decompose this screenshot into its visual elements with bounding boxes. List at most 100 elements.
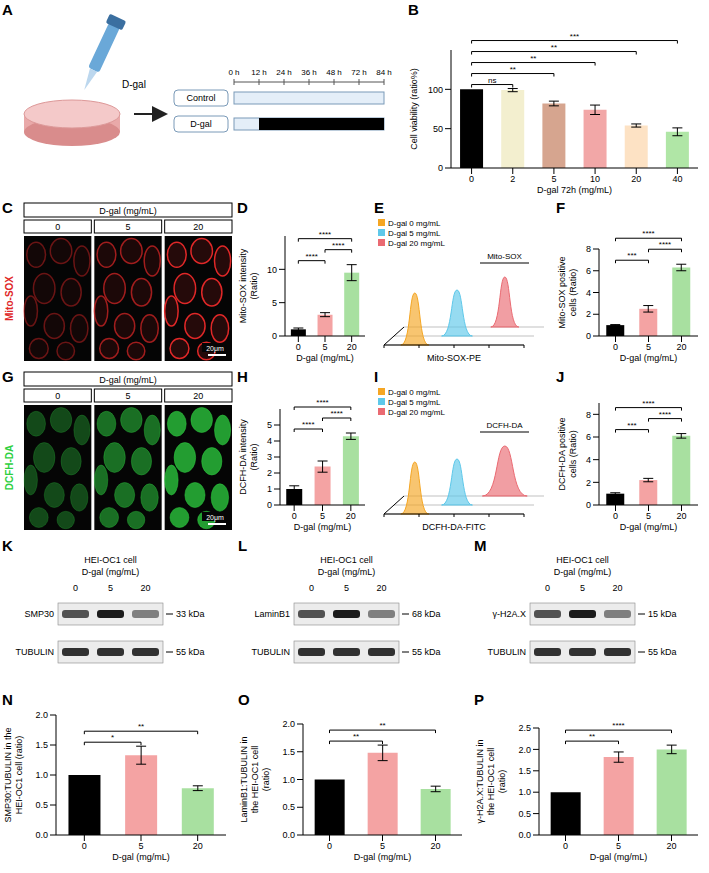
svg-text:20: 20 xyxy=(347,342,357,352)
svg-text:0: 0 xyxy=(272,331,277,341)
svg-text:20: 20 xyxy=(430,841,440,851)
svg-text:2: 2 xyxy=(586,478,591,488)
svg-text:0.0: 0.0 xyxy=(35,830,48,840)
svg-text:Mito-SOX: Mito-SOX xyxy=(4,276,15,321)
svg-text:0.0: 0.0 xyxy=(518,830,531,840)
svg-text:****: **** xyxy=(612,721,624,730)
svg-text:DCFH-DA positive: DCFH-DA positive xyxy=(557,417,567,490)
svg-text:0: 0 xyxy=(73,583,78,593)
svg-text:15 kDa: 15 kDa xyxy=(648,609,677,619)
svg-text:10: 10 xyxy=(267,265,277,275)
svg-text:TUBULIN: TUBULIN xyxy=(251,647,290,657)
svg-text:2.5: 2.5 xyxy=(518,723,531,733)
svg-text:DCFH-DA: DCFH-DA xyxy=(487,421,524,430)
svg-text:20: 20 xyxy=(193,841,203,851)
svg-text:0: 0 xyxy=(82,841,87,851)
svg-text:20: 20 xyxy=(193,222,203,232)
svg-text:2: 2 xyxy=(510,174,515,184)
svg-text:24 h: 24 h xyxy=(276,68,292,77)
svg-text:D-gal (mg/mL): D-gal (mg/mL) xyxy=(554,567,612,577)
svg-text:0: 0 xyxy=(267,500,272,510)
svg-text:55 kDa: 55 kDa xyxy=(176,647,205,657)
svg-text:0 h: 0 h xyxy=(228,68,239,77)
svg-text:γ-H2A.X:TUBULIN in: γ-H2A.X:TUBULIN in xyxy=(475,739,485,823)
svg-text:D-gal (mg/mL): D-gal (mg/mL) xyxy=(99,206,157,216)
svg-text:TUBULIN: TUBULIN xyxy=(487,647,526,657)
svg-text:100: 100 xyxy=(428,85,443,95)
svg-text:5: 5 xyxy=(646,342,651,352)
svg-text:D-gal (mg/mL): D-gal (mg/mL) xyxy=(318,567,376,577)
svg-text:5: 5 xyxy=(322,342,327,352)
svg-text:*: * xyxy=(111,733,114,742)
svg-text:Mito-SOX-PE: Mito-SOX-PE xyxy=(427,353,481,363)
svg-text:****: **** xyxy=(659,240,671,249)
svg-text:4: 4 xyxy=(267,436,272,446)
svg-text:**: ** xyxy=(510,65,516,74)
svg-text:5: 5 xyxy=(646,511,651,521)
svg-text:1.5: 1.5 xyxy=(282,747,295,757)
svg-text:D-gal 20 mg/mL: D-gal 20 mg/mL xyxy=(388,408,445,417)
svg-text:D-gal 5 mg/mL: D-gal 5 mg/mL xyxy=(388,229,441,238)
svg-text:0: 0 xyxy=(292,511,297,521)
svg-text:3: 3 xyxy=(267,452,272,462)
svg-text:(Ratio): (Ratio) xyxy=(249,272,259,299)
svg-text:**: ** xyxy=(138,722,144,731)
svg-text:68 kDa: 68 kDa xyxy=(412,609,441,619)
svg-text:0: 0 xyxy=(469,174,474,184)
svg-text:0: 0 xyxy=(545,583,550,593)
svg-text:10: 10 xyxy=(590,174,600,184)
svg-text:HEI-OC1 cell: HEI-OC1 cell xyxy=(84,555,137,565)
svg-text:D-gal: D-gal xyxy=(190,119,212,129)
svg-text:5: 5 xyxy=(125,222,130,232)
svg-text:SMP30: SMP30 xyxy=(24,609,54,619)
svg-text:***: *** xyxy=(627,421,636,430)
svg-text:1.5: 1.5 xyxy=(35,740,48,750)
svg-text:0: 0 xyxy=(309,583,314,593)
svg-text:1.0: 1.0 xyxy=(282,775,295,785)
svg-text:5: 5 xyxy=(320,511,325,521)
svg-text:****: **** xyxy=(659,410,671,419)
svg-text:20: 20 xyxy=(612,583,622,593)
svg-text:48 h: 48 h xyxy=(326,68,342,77)
svg-text:6: 6 xyxy=(586,266,591,276)
svg-text:**: ** xyxy=(353,732,359,741)
svg-text:****: **** xyxy=(302,420,314,429)
svg-text:HEI-OC1 cell: HEI-OC1 cell xyxy=(556,555,609,565)
svg-text:the HEI-OC1 cell: the HEI-OC1 cell xyxy=(486,748,496,816)
svg-text:84 h: 84 h xyxy=(376,68,392,77)
svg-text:55 kDa: 55 kDa xyxy=(412,647,441,657)
svg-text:20: 20 xyxy=(676,511,686,521)
svg-text:20: 20 xyxy=(140,583,150,593)
svg-text:55 kDa: 55 kDa xyxy=(648,647,677,657)
svg-text:2.0: 2.0 xyxy=(282,719,295,729)
svg-text:20: 20 xyxy=(376,583,386,593)
svg-text:0: 0 xyxy=(55,391,60,401)
svg-text:****: **** xyxy=(316,398,328,407)
svg-text:2: 2 xyxy=(267,468,272,478)
svg-text:2.0: 2.0 xyxy=(518,745,531,755)
svg-text:Mito-SOX positive: Mito-SOX positive xyxy=(557,256,567,328)
svg-text:1.0: 1.0 xyxy=(35,770,48,780)
svg-text:TUBULIN: TUBULIN xyxy=(15,647,54,657)
svg-text:0.0: 0.0 xyxy=(282,830,295,840)
svg-text:20: 20 xyxy=(676,342,686,352)
svg-text:0.5: 0.5 xyxy=(35,800,48,810)
svg-text:5: 5 xyxy=(267,420,272,430)
svg-text:0: 0 xyxy=(438,163,443,173)
svg-text:(Ratio): (Ratio) xyxy=(249,443,259,470)
svg-text:5: 5 xyxy=(138,841,143,851)
svg-text:4: 4 xyxy=(586,455,591,465)
svg-text:8: 8 xyxy=(586,244,591,254)
svg-text:Mito-SOX intensity: Mito-SOX intensity xyxy=(238,248,248,323)
svg-text:1: 1 xyxy=(267,484,272,494)
svg-text:1.0: 1.0 xyxy=(518,787,531,797)
svg-text:D-gal (mg/mL): D-gal (mg/mL) xyxy=(82,567,140,577)
svg-text:cells (Ratio): cells (Ratio) xyxy=(568,269,578,317)
svg-text:0.5: 0.5 xyxy=(282,802,295,812)
svg-text:D-gal 20 mg/mL: D-gal 20 mg/mL xyxy=(388,239,445,248)
svg-text:33 kDa: 33 kDa xyxy=(176,609,205,619)
svg-text:(ratio): (ratio) xyxy=(261,768,271,792)
svg-text:0.5: 0.5 xyxy=(518,809,531,819)
svg-text:0: 0 xyxy=(586,331,591,341)
svg-text:0: 0 xyxy=(586,500,591,510)
